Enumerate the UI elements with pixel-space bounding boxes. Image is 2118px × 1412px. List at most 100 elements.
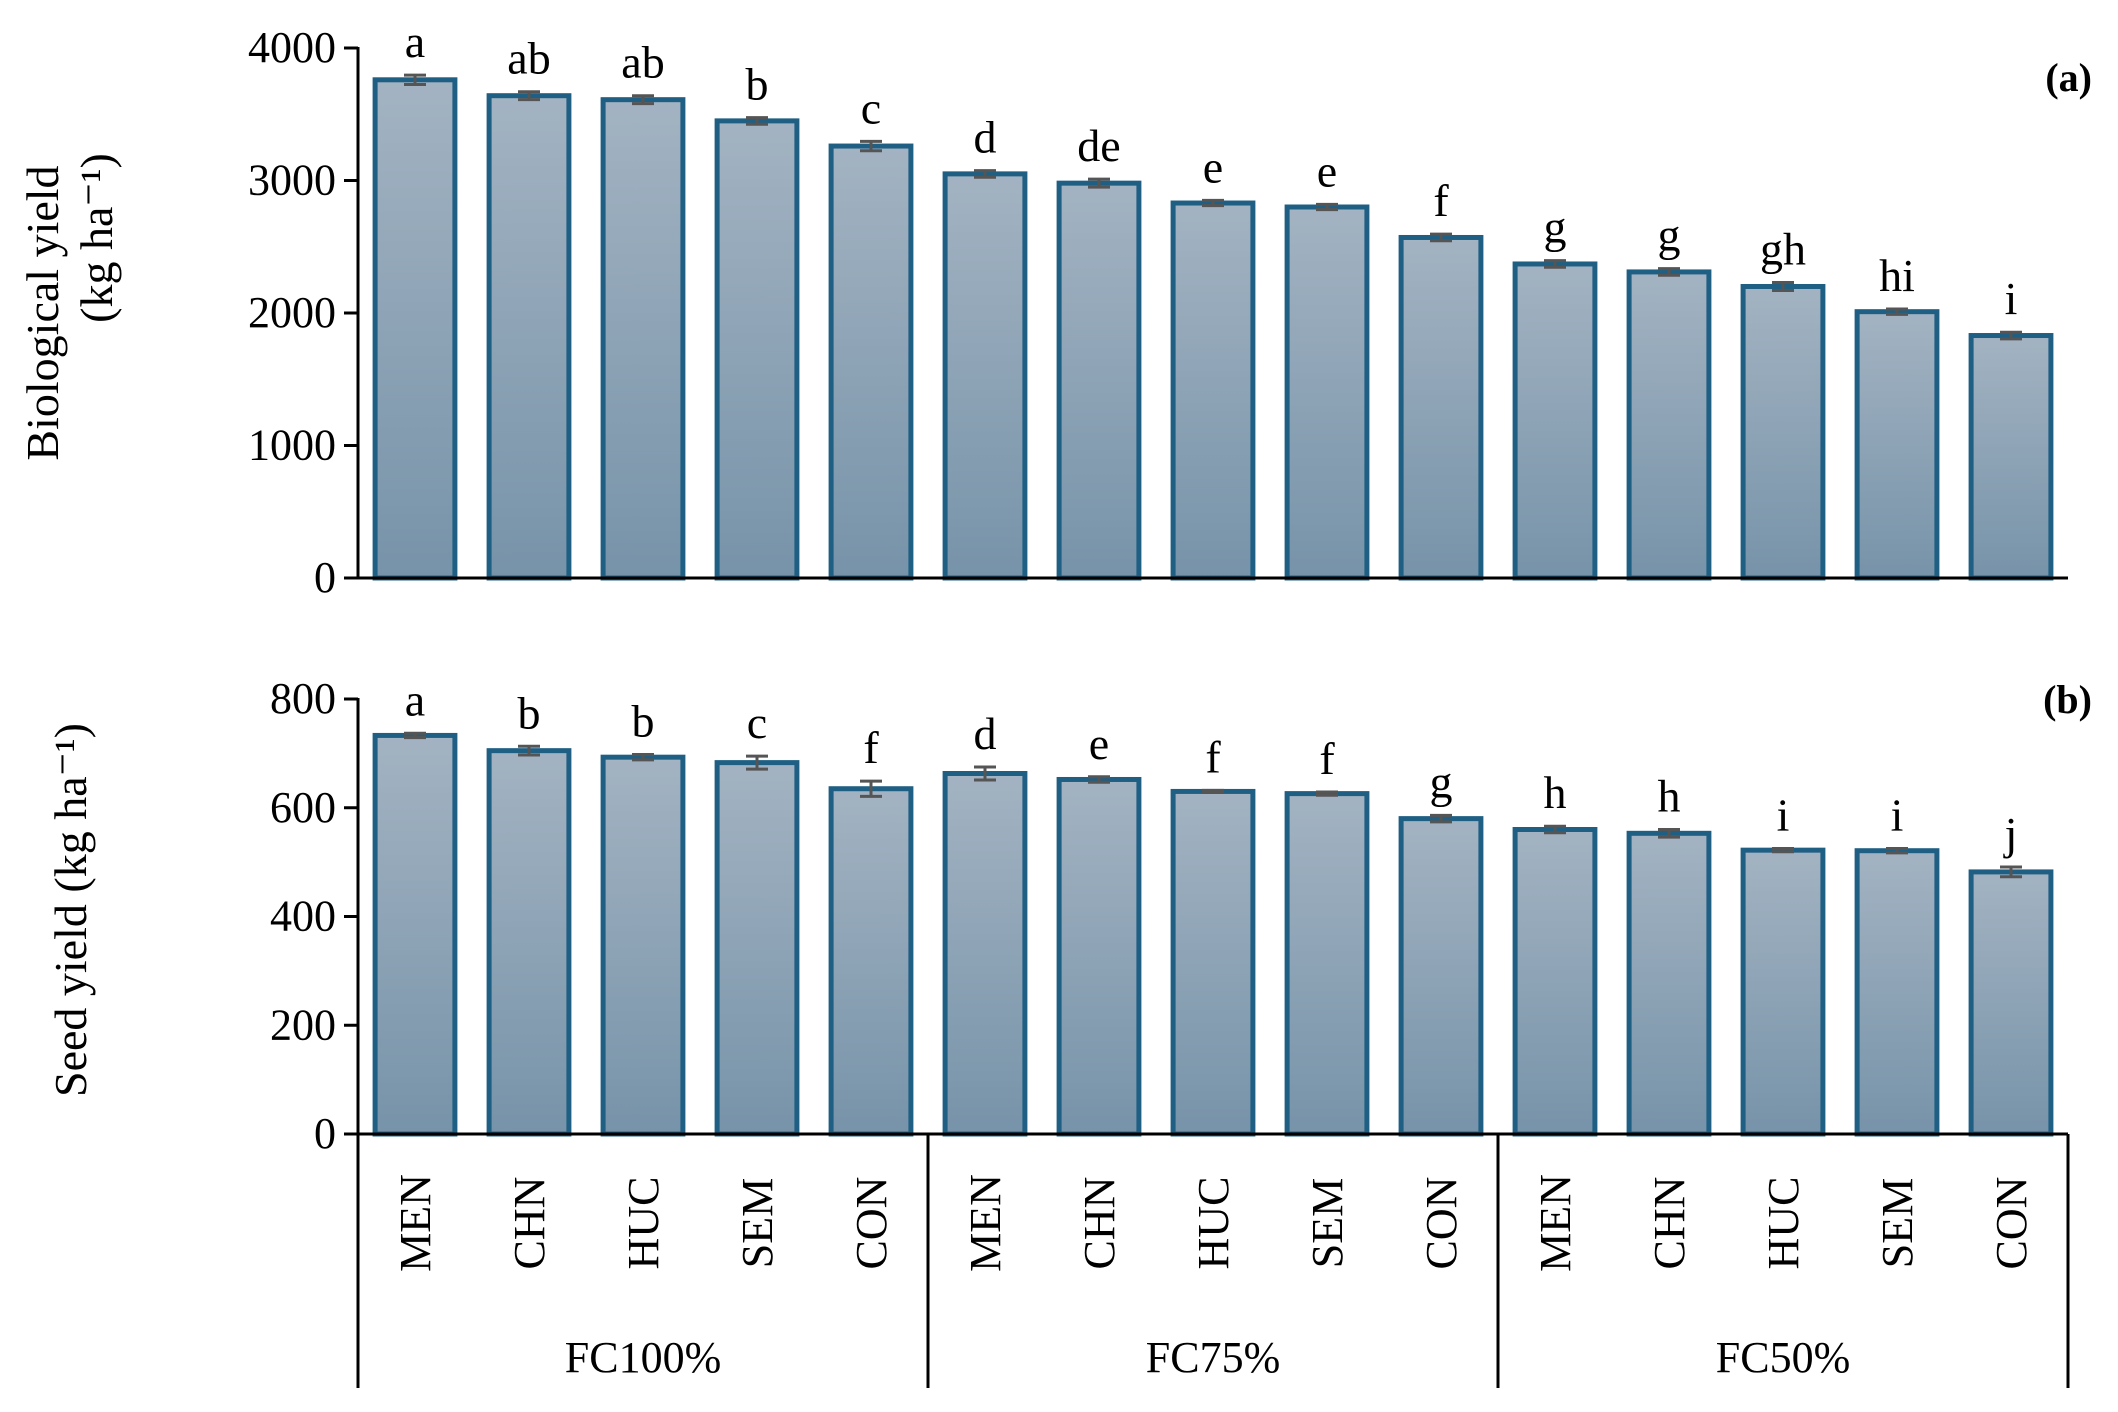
error-bar-13 (1772, 281, 1794, 292)
significance-letter: f (863, 722, 879, 773)
error-bar-4 (746, 116, 768, 126)
error-bar-11 (1544, 259, 1566, 269)
group-label: FC100% (565, 1333, 721, 1382)
significance-letter: b (746, 59, 769, 110)
error-bar-14 (1886, 307, 1908, 316)
error-bar-4 (746, 754, 768, 771)
error-bar-3 (632, 94, 654, 106)
bar-con-10 (1398, 234, 1484, 581)
error-bar-13 (1772, 847, 1794, 854)
category-label: CHN (1075, 1177, 1124, 1270)
panel-b-tag: (b) (2043, 677, 2092, 722)
error-bar-10 (1430, 813, 1452, 824)
error-bar-3 (632, 752, 654, 762)
bar-sem-14 (1854, 309, 1940, 581)
panel-a-y-axis-label-line1: Biological yield (17, 165, 68, 460)
panel-b-significance-letters: a b b c f d e f f g h h i i j (405, 674, 2018, 859)
significance-letter: c (861, 82, 881, 133)
bar-chn-2 (486, 748, 572, 1137)
bar-chn-12 (1626, 269, 1712, 581)
significance-letter: e (1203, 141, 1223, 192)
bar-huc-8 (1170, 788, 1256, 1137)
significance-letter: g (1430, 756, 1453, 807)
bar-sem-9 (1284, 204, 1370, 581)
significance-letter: ab (621, 37, 664, 88)
bar-con-5 (828, 786, 914, 1137)
panel-b-bars (372, 732, 2054, 1137)
bar-chn-7 (1056, 180, 1142, 581)
significance-letter: h (1658, 771, 1681, 822)
bar-huc-8 (1170, 200, 1256, 581)
error-bar-8 (1202, 198, 1224, 208)
category-label: SEM (1303, 1178, 1352, 1268)
significance-letter: de (1077, 120, 1120, 171)
error-bar-6 (974, 765, 996, 782)
significance-letter: hi (1879, 250, 1915, 301)
bar-con-10 (1398, 816, 1484, 1137)
y-tick-label: 400 (270, 892, 336, 941)
bar-men-6 (942, 770, 1028, 1137)
bar-con-5 (828, 143, 914, 581)
error-bar-15 (2000, 330, 2022, 341)
significance-letter: a (405, 16, 425, 67)
category-label: SEM (1873, 1178, 1922, 1268)
error-bar-5 (860, 779, 882, 798)
significance-letter: i (2005, 273, 2018, 324)
error-bar-2 (518, 744, 540, 757)
y-tick-label: 2000 (248, 288, 336, 337)
significance-letter: g (1658, 210, 1681, 261)
bar-sem-4 (714, 118, 800, 581)
bar-chn-12 (1626, 830, 1712, 1137)
category-label: CHN (1645, 1177, 1694, 1270)
panel-b-chart: a b b c f d e f f g h h i i j 0 200 400 600 800 Seed yield… (45, 674, 2092, 1158)
y-tick-label: 0 (314, 1109, 336, 1158)
error-bar-1 (404, 731, 426, 740)
significance-letter: f (1205, 731, 1221, 782)
error-bar-9 (1316, 790, 1338, 797)
significance-letter: e (1089, 718, 1109, 769)
bar-sem-9 (1284, 791, 1370, 1137)
category-label: HUC (1759, 1177, 1808, 1270)
significance-letter: j (2003, 808, 2018, 859)
y-tick-label: 600 (270, 783, 336, 832)
error-bar-5 (860, 139, 882, 153)
bar-huc-3 (600, 97, 686, 581)
category-label: CON (847, 1177, 896, 1270)
error-bar-15 (2000, 865, 2022, 879)
panel-a-chart: a ab ab b c d de e e f g g gh hi i 0 1000 2000 3000 4000 B… (17, 16, 2092, 602)
panel-b-axes: 0 200 400 600 800 (270, 674, 2068, 1158)
significance-letter: c (747, 697, 767, 748)
bar-huc-13 (1740, 284, 1826, 581)
panel-a-significance-letters: a ab ab b c d de e e f g g gh hi i (405, 16, 2018, 324)
significance-letter: i (1777, 790, 1790, 841)
significance-letter: gh (1760, 224, 1806, 275)
panel-b-y-axis-label: Seed yield (kg ha⁻¹) (45, 723, 96, 1097)
bar-huc-13 (1740, 847, 1826, 1137)
bar-chn-2 (486, 93, 572, 581)
panel-a-error-bars (404, 73, 2022, 341)
significance-letter: d (974, 708, 997, 759)
category-table: MEN CHN HUC SEM CON MEN CHN HUC SEM CON MEN CHN HUC S… (356, 1134, 2070, 1388)
y-tick-label: 0 (314, 553, 336, 602)
error-bar-2 (518, 90, 540, 102)
bar-men-11 (1512, 261, 1598, 581)
category-label: CON (1417, 1177, 1466, 1270)
significance-letter: f (1433, 175, 1449, 226)
error-bar-1 (404, 73, 426, 86)
error-bar-7 (1088, 775, 1110, 784)
bar-men-11 (1512, 827, 1598, 1137)
error-bar-8 (1202, 788, 1224, 795)
y-tick-label: 4000 (248, 23, 336, 72)
y-tick-label: 1000 (248, 421, 336, 470)
category-label: HUC (1189, 1177, 1238, 1270)
significance-letter: e (1317, 145, 1337, 196)
bar-men-1 (372, 732, 458, 1137)
y-tick-label: 3000 (248, 156, 336, 205)
bar-men-6 (942, 171, 1028, 581)
error-bar-10 (1430, 232, 1452, 243)
bar-con-15 (1968, 869, 2054, 1137)
error-bar-11 (1544, 824, 1566, 835)
significance-letter: i (1891, 790, 1904, 841)
error-bar-7 (1088, 177, 1110, 189)
